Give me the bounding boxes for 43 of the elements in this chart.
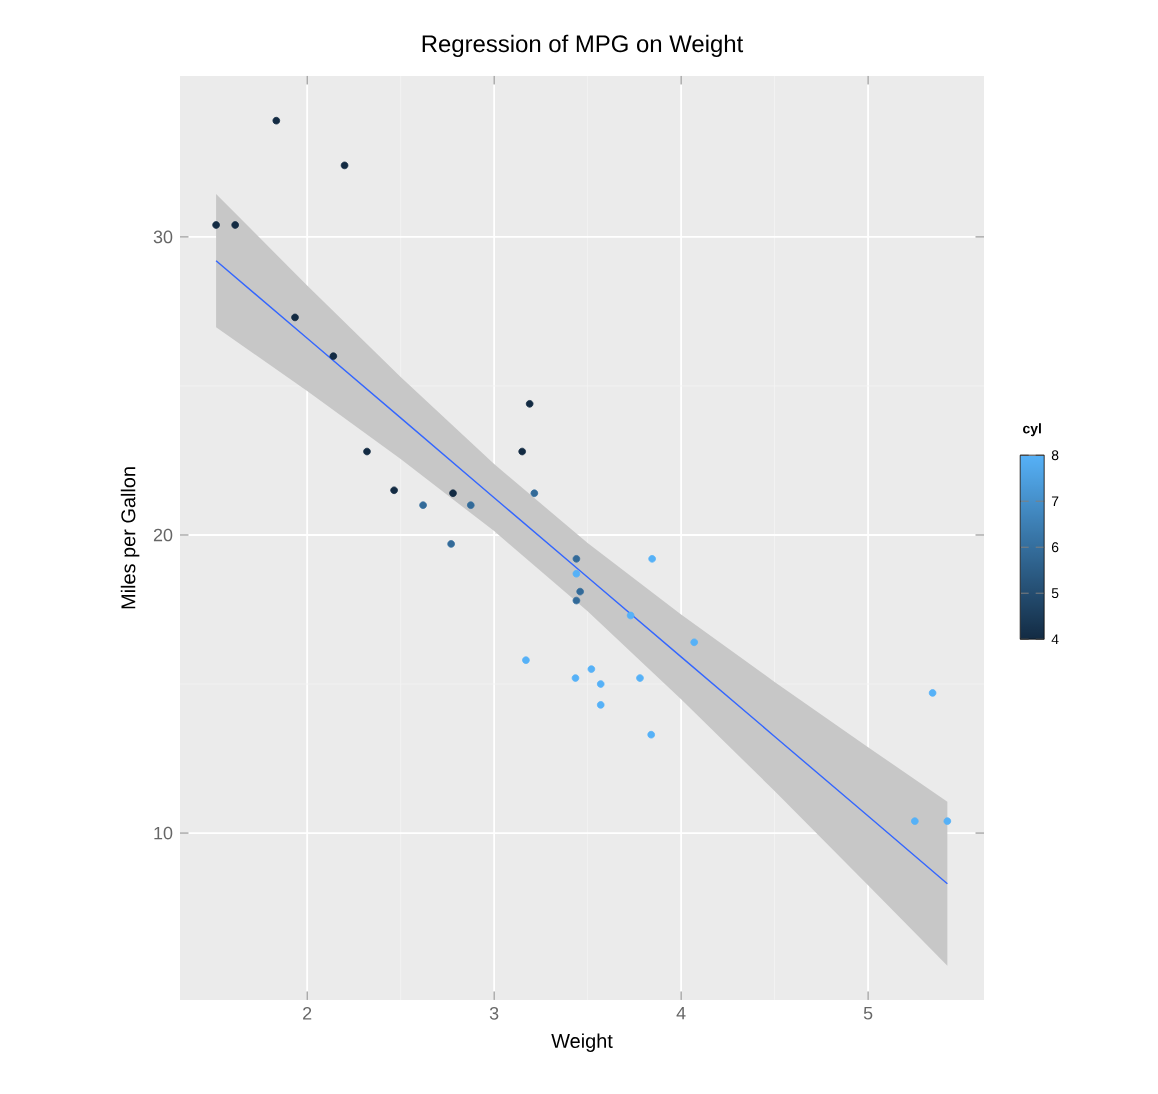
y-tick-label: 10 bbox=[154, 826, 173, 840]
point bbox=[572, 596, 581, 605]
point bbox=[340, 161, 349, 170]
point bbox=[390, 486, 398, 495]
point bbox=[911, 817, 919, 825]
point bbox=[530, 489, 539, 498]
x-tick-label: 2 bbox=[303, 1007, 312, 1020]
point bbox=[587, 665, 596, 673]
point bbox=[928, 689, 937, 697]
x-tick-label: 4 bbox=[676, 1007, 686, 1020]
x-tick-label: 5 bbox=[863, 1007, 873, 1020]
y-tick-label: 30 bbox=[153, 230, 173, 244]
point bbox=[291, 313, 299, 322]
line-series bbox=[215, 260, 949, 885]
y-tick-label: 20 bbox=[153, 528, 173, 542]
point bbox=[419, 501, 427, 509]
point bbox=[572, 569, 581, 578]
point bbox=[525, 400, 534, 408]
point bbox=[648, 555, 656, 563]
point bbox=[572, 555, 581, 563]
point bbox=[212, 221, 220, 229]
point bbox=[518, 447, 526, 456]
point bbox=[449, 489, 457, 498]
point bbox=[596, 701, 605, 709]
point bbox=[466, 501, 475, 509]
x-tick-label: 3 bbox=[489, 1007, 499, 1020]
point bbox=[943, 817, 952, 825]
point bbox=[576, 587, 584, 596]
chart-title: Regression of MPG on Weight bbox=[422, 34, 744, 57]
point bbox=[690, 638, 698, 647]
point bbox=[647, 730, 655, 739]
point bbox=[447, 540, 455, 548]
point bbox=[636, 674, 644, 682]
point bbox=[522, 656, 530, 664]
x-axis-title: Weight bbox=[551, 1033, 613, 1052]
point bbox=[329, 352, 338, 360]
point bbox=[231, 221, 239, 229]
y-axis-title: Miles per Gallon bbox=[120, 467, 140, 609]
point bbox=[571, 674, 580, 682]
point bbox=[626, 611, 635, 620]
point bbox=[596, 680, 605, 688]
point bbox=[363, 447, 371, 456]
point bbox=[272, 116, 281, 125]
